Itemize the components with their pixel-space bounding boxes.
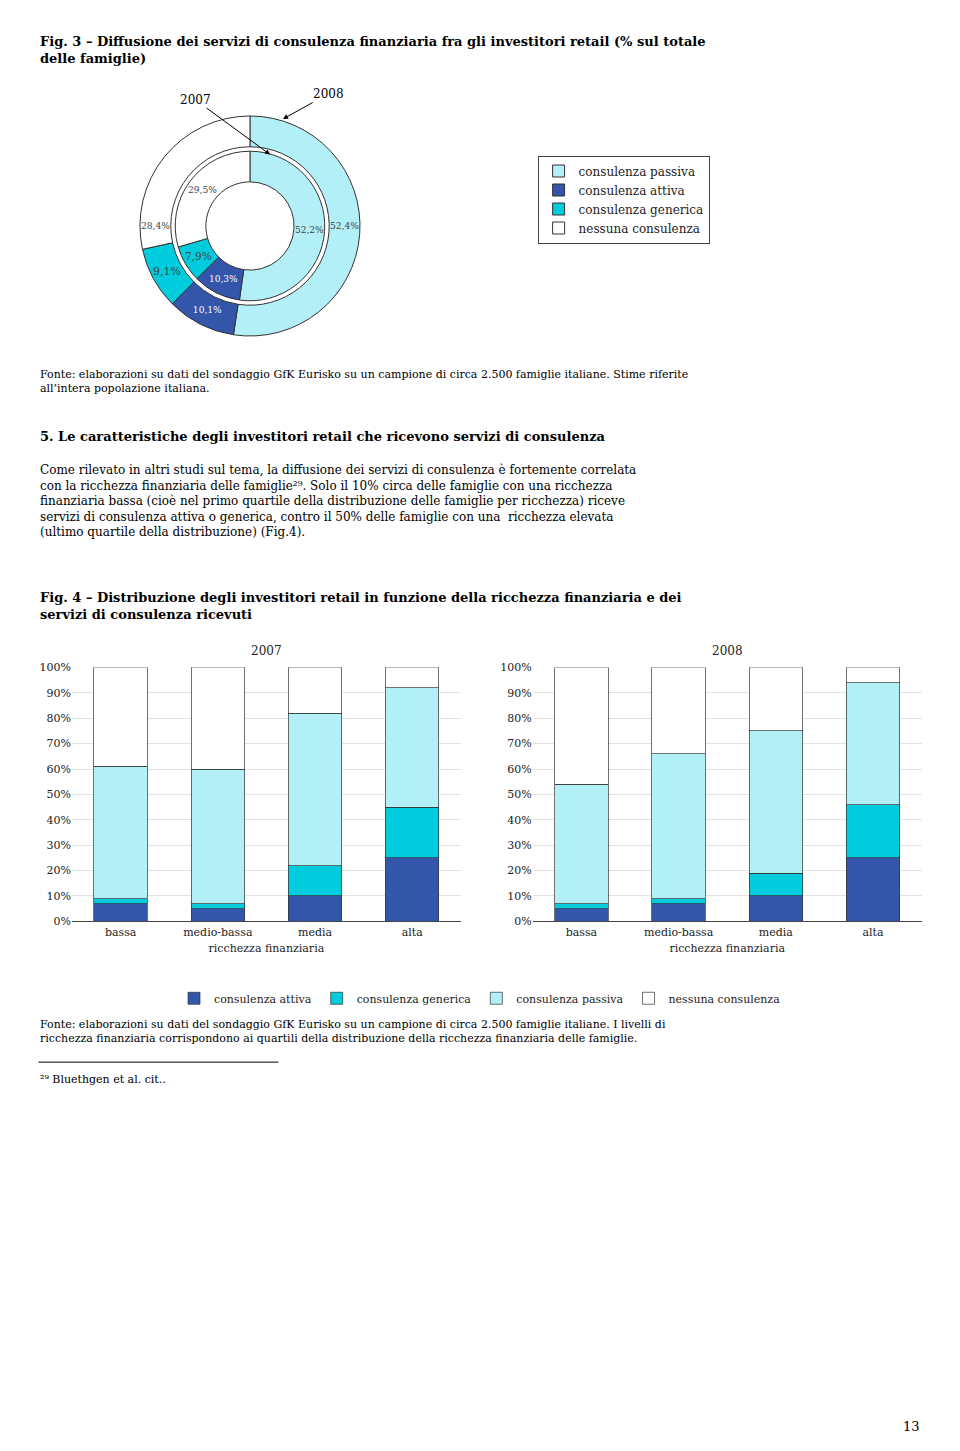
svg-text:medio-bassa: medio-bassa <box>644 926 714 939</box>
svg-text:30%: 30% <box>507 839 531 852</box>
svg-text:10%: 10% <box>507 890 531 903</box>
svg-text:70%: 70% <box>507 737 531 750</box>
svg-text:60%: 60% <box>507 763 531 776</box>
svg-text:consulenza passiva: consulenza passiva <box>516 993 623 1006</box>
svg-text:Come rilevato in altri studi s: Come rilevato in altri studi sul tema, l… <box>40 463 636 539</box>
svg-text:2007: 2007 <box>180 93 211 107</box>
svg-text:50%: 50% <box>507 788 531 801</box>
svg-text:9,1%: 9,1% <box>153 265 181 278</box>
svg-text:ricchezza finanziaria: ricchezza finanziaria <box>209 942 325 955</box>
svg-text:Fonte: elaborazioni su dati de: Fonte: elaborazioni su dati del sondaggi… <box>40 1018 666 1045</box>
svg-text:2008: 2008 <box>313 87 344 101</box>
svg-text:5. Le caratteristiche degli in: 5. Le caratteristiche degli investitori … <box>40 429 606 444</box>
svg-text:90%: 90% <box>47 687 71 700</box>
svg-text:40%: 40% <box>47 814 71 827</box>
svg-text:100%: 100% <box>500 661 531 674</box>
svg-text:consulenza generica: consulenza generica <box>579 203 704 217</box>
svg-text:52,2%: 52,2% <box>295 225 324 235</box>
svg-text:²⁹ Bluethgen et al. cit..: ²⁹ Bluethgen et al. cit.. <box>40 1073 166 1086</box>
svg-text:alta: alta <box>402 926 423 939</box>
svg-text:40%: 40% <box>507 814 531 827</box>
svg-text:Fig. 3 – Diffusione dei serviz: Fig. 3 – Diffusione dei servizi di consu… <box>40 34 706 66</box>
svg-text:nessuna consulenza: nessuna consulenza <box>669 993 781 1006</box>
svg-text:media: media <box>759 926 794 939</box>
svg-text:7,9%: 7,9% <box>185 250 212 262</box>
svg-text:52,4%: 52,4% <box>330 221 359 231</box>
svg-text:28,4%: 28,4% <box>141 221 170 231</box>
svg-text:80%: 80% <box>47 712 71 725</box>
svg-text:ricchezza finanziaria: ricchezza finanziaria <box>669 942 785 955</box>
svg-text:consulenza generica: consulenza generica <box>357 993 472 1006</box>
svg-text:bassa: bassa <box>105 926 137 939</box>
svg-text:100%: 100% <box>40 661 71 674</box>
svg-text:29,5%: 29,5% <box>188 185 217 195</box>
svg-text:media: media <box>298 926 333 939</box>
svg-text:80%: 80% <box>507 712 531 725</box>
svg-text:0%: 0% <box>54 915 71 928</box>
svg-text:bassa: bassa <box>566 926 598 939</box>
svg-text:30%: 30% <box>47 839 71 852</box>
svg-text:13: 13 <box>903 1419 920 1434</box>
svg-text:consulenza passiva: consulenza passiva <box>579 165 695 179</box>
svg-text:10%: 10% <box>47 890 71 903</box>
svg-text:20%: 20% <box>507 864 531 877</box>
svg-text:consulenza attiva: consulenza attiva <box>214 993 312 1006</box>
svg-text:90%: 90% <box>507 687 531 700</box>
svg-text:60%: 60% <box>47 763 71 776</box>
svg-text:10,3%: 10,3% <box>209 274 238 284</box>
svg-text:medio-bassa: medio-bassa <box>183 926 253 939</box>
svg-text:0%: 0% <box>514 915 531 928</box>
svg-text:alta: alta <box>862 926 883 939</box>
svg-text:2008: 2008 <box>712 644 743 658</box>
svg-text:20%: 20% <box>47 864 71 877</box>
svg-text:Fonte: elaborazioni su dati de: Fonte: elaborazioni su dati del sondaggi… <box>40 368 688 395</box>
svg-text:10,1%: 10,1% <box>193 305 222 315</box>
svg-text:2007: 2007 <box>251 644 282 658</box>
svg-text:Fig. 4 – Distribuzione degli i: Fig. 4 – Distribuzione degli investitori… <box>40 590 682 622</box>
svg-text:consulenza attiva: consulenza attiva <box>579 184 685 198</box>
svg-text:nessuna consulenza: nessuna consulenza <box>579 222 700 236</box>
svg-text:70%: 70% <box>47 737 71 750</box>
svg-text:50%: 50% <box>47 788 71 801</box>
